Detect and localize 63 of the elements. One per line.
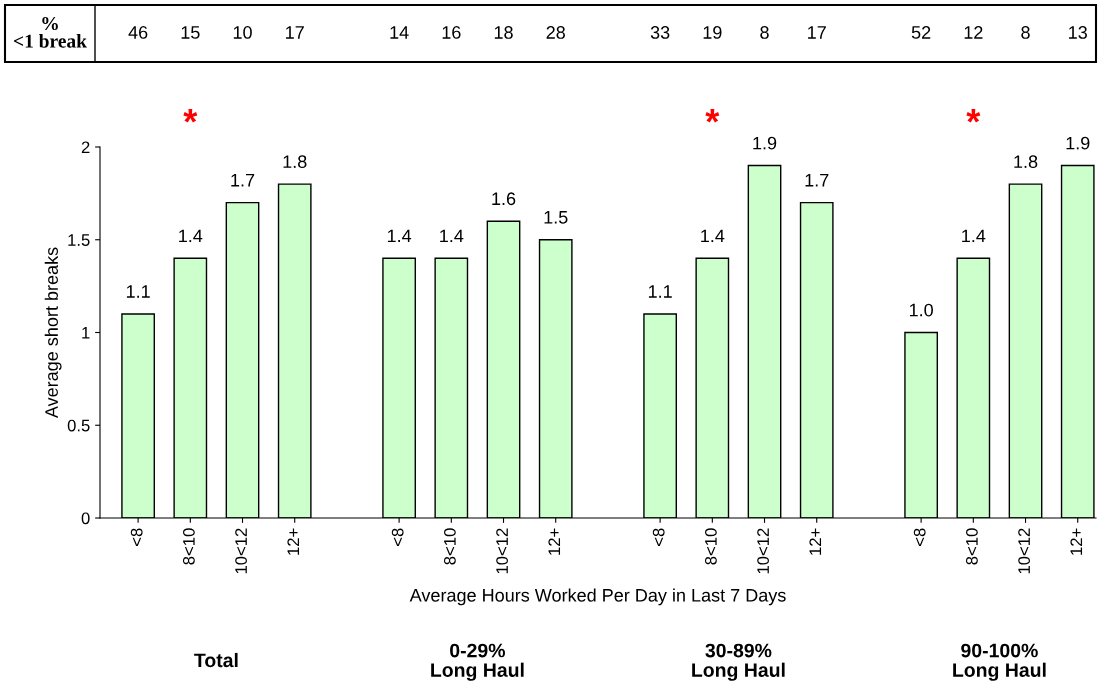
- data-label: 1.1: [126, 285, 150, 298]
- x-tick-label: <8: [652, 528, 665, 546]
- x-tick-label: 8<10: [443, 528, 456, 565]
- text: 28: [546, 26, 565, 39]
- text: *: [183, 109, 198, 123]
- text: % <1 break: [14, 16, 87, 48]
- text: 0-29% Long Haul: [431, 643, 524, 681]
- data-label: 1.8: [283, 155, 307, 169]
- data-label: 1.7: [805, 173, 829, 187]
- y-axis-title: Average short breaks: [44, 247, 62, 419]
- text: 12: [964, 26, 983, 39]
- x-tick-label: <8: [391, 528, 404, 546]
- y-tick-label: 0.5: [67, 419, 90, 432]
- x-tick-label: 12+: [1070, 528, 1083, 555]
- data-label: 1.1: [648, 285, 672, 298]
- data-label: 1.4: [701, 229, 725, 243]
- text: 14: [390, 26, 409, 39]
- data-label: 1.6: [492, 192, 516, 206]
- data-label: 1.4: [962, 229, 986, 243]
- text: *: [966, 109, 981, 123]
- text: 17: [808, 26, 826, 39]
- y-tick-label: 1.5: [68, 234, 90, 246]
- text: 8: [760, 26, 769, 39]
- x-tick-label: 8<10: [182, 528, 195, 565]
- text: 15: [181, 26, 200, 39]
- x-tick-label: 12+: [809, 528, 822, 555]
- x-axis-title: Average Hours Worked Per Day in Last 7 Days: [409, 588, 786, 606]
- x-tick-label: 12+: [287, 528, 300, 555]
- text: 19: [703, 26, 722, 39]
- data-label: 1.5: [544, 211, 568, 224]
- x-tick-label: <8: [130, 528, 143, 546]
- text: 18: [494, 26, 513, 39]
- data-label: 1.7: [231, 173, 255, 187]
- text: 10: [233, 26, 252, 39]
- x-tick-label: 8<10: [966, 528, 978, 565]
- text: 30-89% Long Haul: [692, 643, 785, 681]
- x-tick-label: 10<12: [757, 528, 769, 574]
- data-label: 1.0: [909, 303, 933, 317]
- data-label: 1.8: [1014, 155, 1038, 169]
- data-label: 1.9: [753, 136, 777, 150]
- x-tick-label: 10<12: [235, 528, 247, 574]
- y-tick-label: 2: [81, 141, 90, 154]
- text: *: [705, 109, 720, 123]
- data-label: 1.9: [1066, 136, 1090, 150]
- x-tick-label: 10<12: [1018, 528, 1030, 574]
- y-tick-label: 1: [82, 327, 90, 339]
- text: 17: [286, 26, 304, 39]
- data-label: 1.4: [387, 229, 412, 243]
- text: 8: [1021, 26, 1030, 39]
- x-tick-label: 8<10: [704, 528, 717, 565]
- y-tick-label: 0: [81, 512, 90, 525]
- x-tick-label: 10<12: [496, 528, 508, 574]
- data-label: 1.4: [179, 229, 203, 243]
- text: Total: [194, 652, 238, 668]
- x-tick-label: 12+: [548, 528, 561, 555]
- text: 52: [911, 26, 931, 39]
- x-tick-label: <8: [913, 528, 926, 546]
- text: 46: [128, 26, 148, 39]
- text: 13: [1069, 26, 1087, 39]
- text: 90-100% Long Haul: [953, 643, 1046, 681]
- text: 33: [650, 26, 670, 39]
- text: 16: [442, 26, 461, 39]
- data-label: 1.4: [440, 229, 464, 243]
